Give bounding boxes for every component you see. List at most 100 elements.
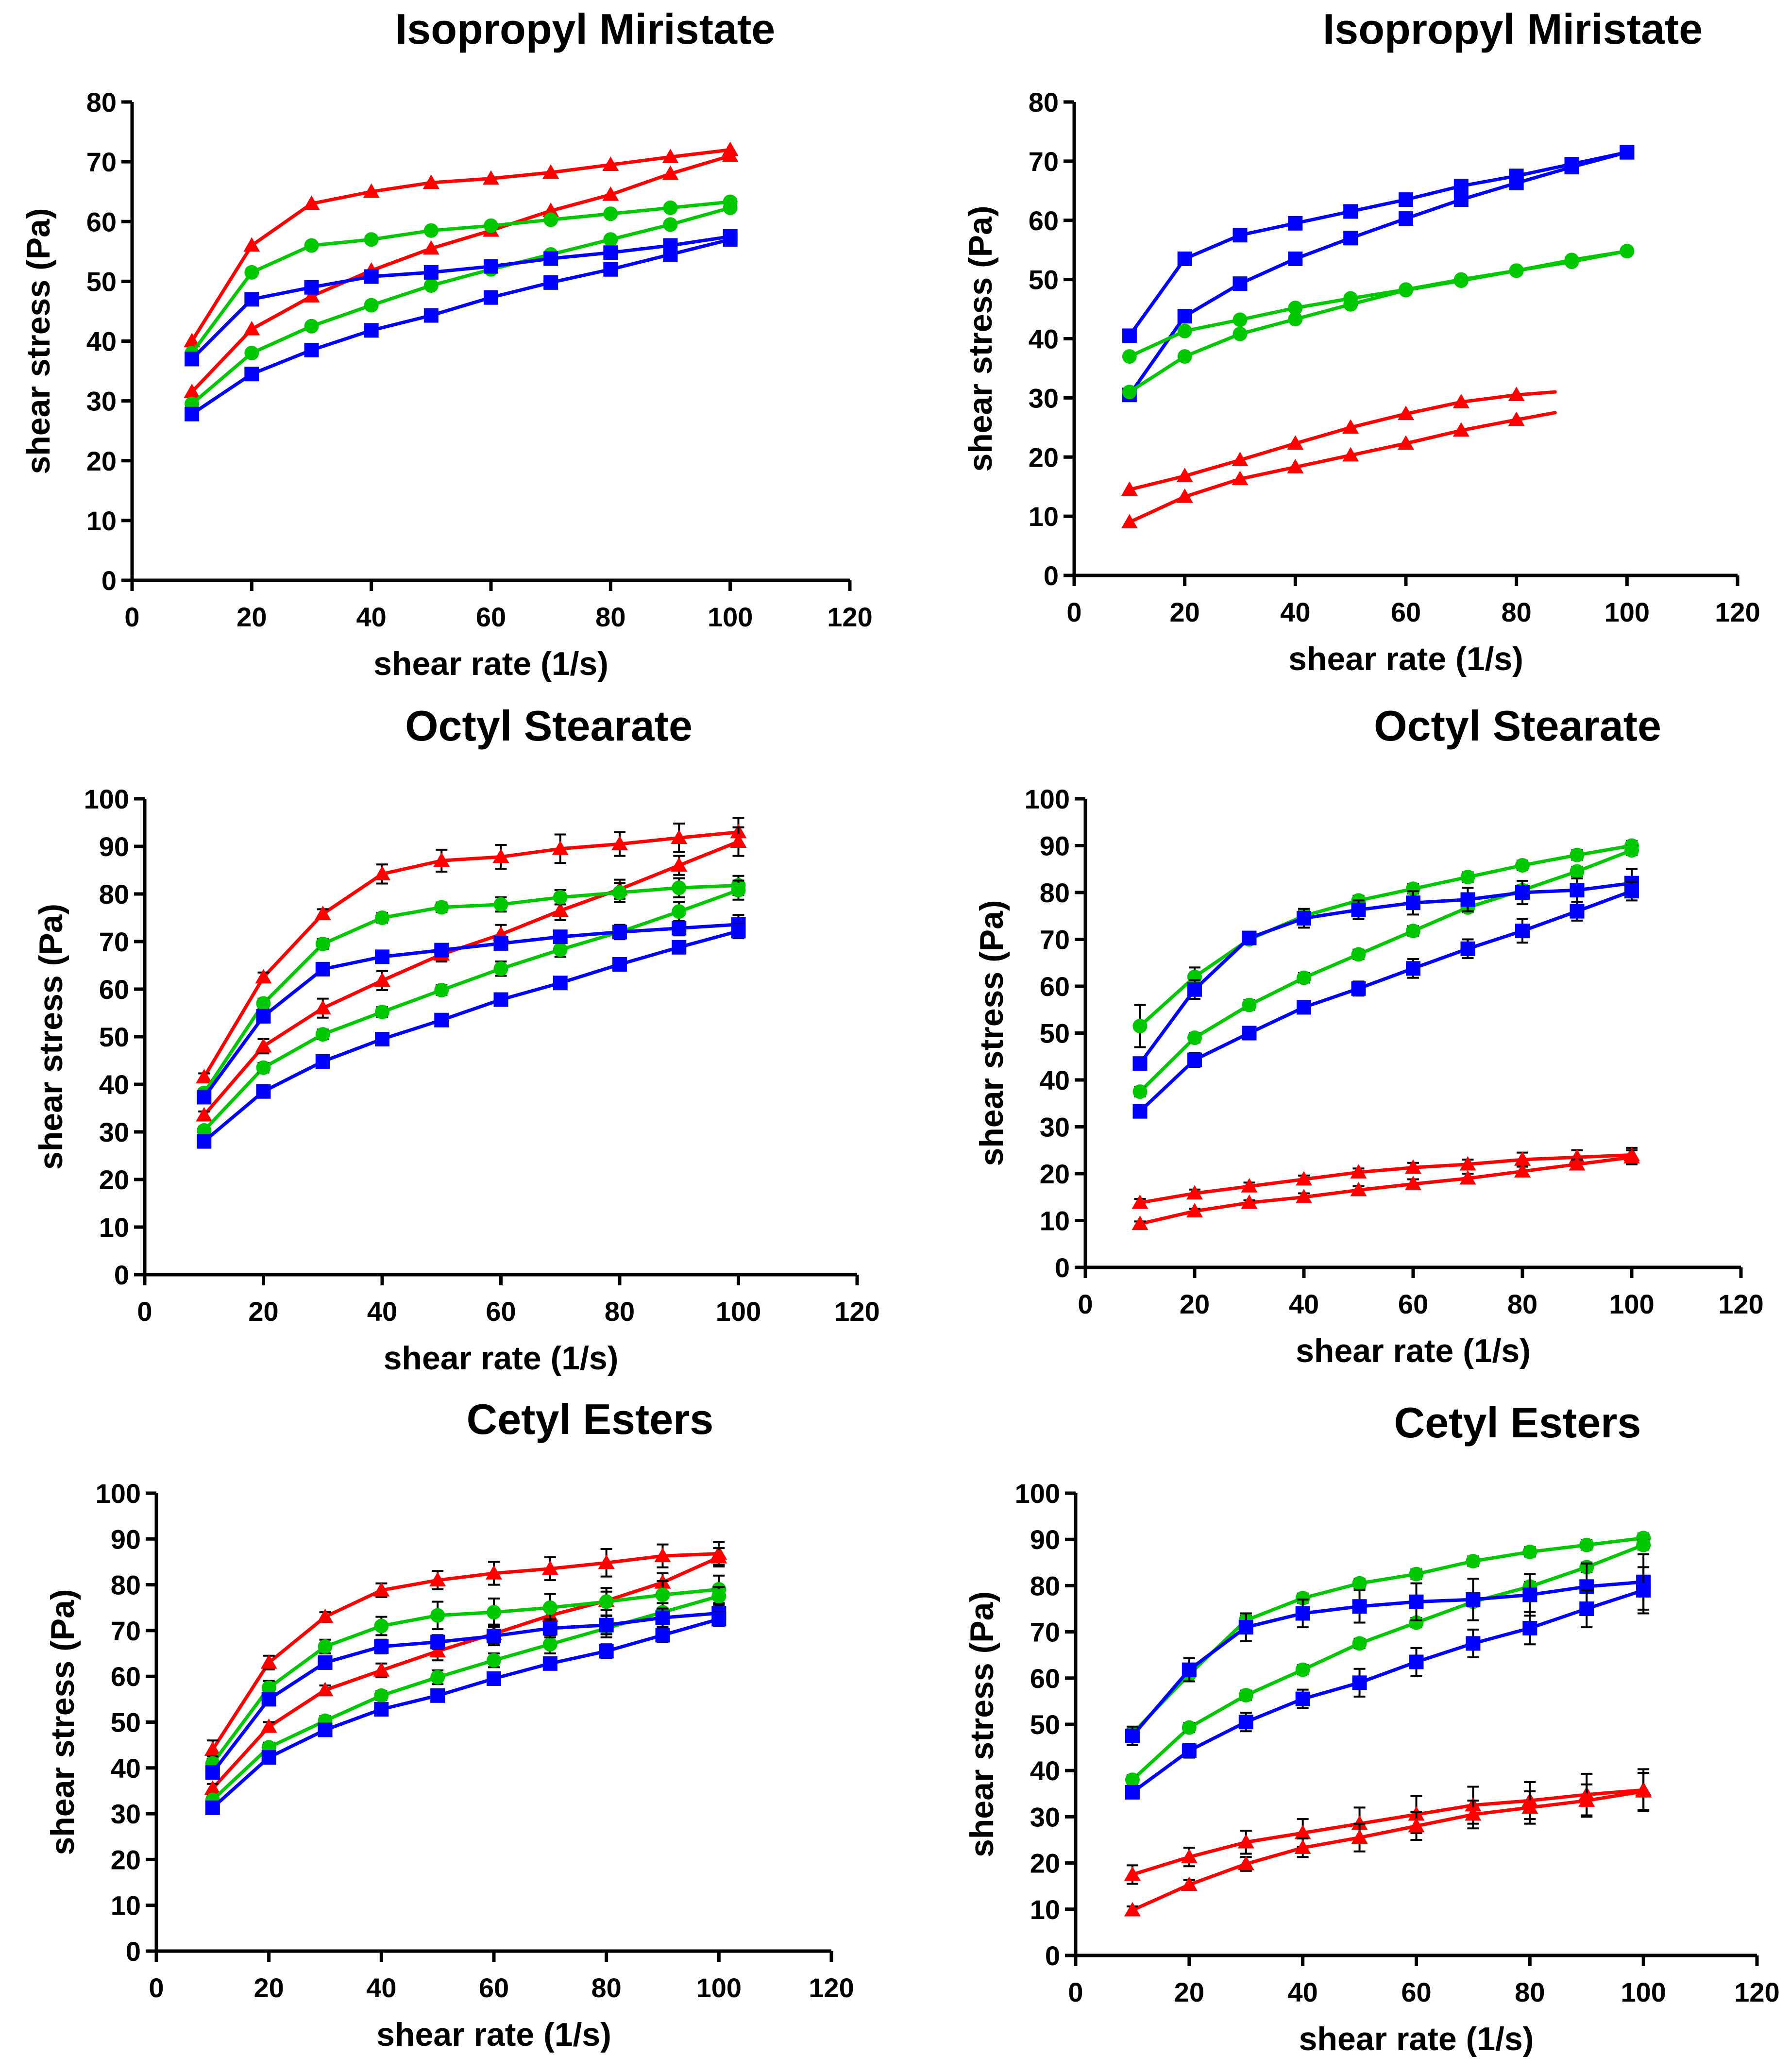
y-tick-label: 50 (111, 1707, 141, 1738)
triangle-marker (1186, 1185, 1203, 1200)
x-tick-label: 0 (1066, 597, 1081, 627)
square-marker (484, 259, 498, 274)
square-marker (261, 1692, 276, 1707)
square-marker (304, 342, 319, 357)
square-marker (1233, 228, 1248, 243)
x-tick-label: 100 (1604, 597, 1650, 627)
series-red-triangle (1124, 1771, 1652, 1917)
series-line (1131, 1789, 1645, 1912)
y-tick-label: 60 (99, 974, 129, 1005)
square-marker (430, 1688, 445, 1703)
y-tick-label: 90 (99, 831, 129, 862)
square-marker (1297, 911, 1311, 926)
triangle-marker (483, 170, 499, 185)
circle-marker (244, 346, 259, 361)
triangle-marker (196, 1107, 213, 1122)
y-tick-label: 40 (111, 1753, 141, 1784)
square-marker (374, 1639, 389, 1654)
y-tick-label: 30 (111, 1799, 141, 1829)
y-tick-label: 70 (111, 1616, 141, 1646)
series-line (202, 830, 740, 1079)
square-marker (244, 292, 259, 307)
square-marker (374, 1702, 389, 1717)
series-green-circle (197, 875, 746, 1100)
circle-marker (244, 265, 259, 280)
triangle-marker (1181, 1876, 1198, 1891)
x-axis-title: shear rate (1/s) (373, 645, 608, 682)
circle-marker (315, 936, 330, 951)
y-tick-label: 80 (111, 1570, 141, 1600)
x-axis-title: shear rate (1/s) (384, 1340, 619, 1377)
circle-marker (1182, 1720, 1197, 1735)
square-marker (256, 1084, 271, 1099)
triangle-marker (1176, 468, 1193, 482)
triangle-marker (1124, 1902, 1141, 1917)
x-tick-label: 60 (1398, 1289, 1428, 1319)
circle-marker (1122, 385, 1137, 400)
y-tick-label: 70 (1040, 925, 1070, 955)
triangle-marker (611, 836, 628, 850)
y-tick-label: 90 (111, 1524, 141, 1554)
square-marker (1509, 175, 1524, 190)
triangle-marker (373, 1582, 390, 1597)
circle-marker (1295, 1591, 1310, 1606)
series-line (211, 1555, 721, 1790)
square-marker (430, 1634, 445, 1650)
series-blue-square (1125, 1566, 1651, 1800)
circle-marker (434, 982, 449, 997)
y-tick-label: 20 (86, 446, 117, 476)
y-tick-label: 80 (1040, 877, 1070, 908)
series-green-circle (185, 200, 738, 411)
square-marker (1399, 211, 1413, 226)
circle-marker (1570, 864, 1585, 879)
triangle-marker (374, 865, 390, 880)
y-tick-label: 10 (1040, 1206, 1070, 1236)
square-marker (599, 1617, 614, 1633)
series-line (190, 237, 732, 416)
square-marker (304, 280, 319, 295)
square-marker (1515, 885, 1530, 900)
y-tick-label: 50 (1029, 265, 1059, 295)
triangle-marker (303, 195, 320, 210)
square-marker (603, 262, 618, 277)
x-tick-label: 100 (1621, 1977, 1666, 2007)
chart-panel-4: Octyl Stearate 0 10 20 30 40 50 60 70 80 90 100 0 20 4… (973, 702, 1764, 1369)
triangle-marker (542, 202, 559, 217)
square-marker (244, 367, 259, 382)
square-marker (1238, 1620, 1253, 1635)
circle-marker (1564, 254, 1579, 270)
x-tick-label: 120 (1718, 1289, 1763, 1319)
chart-panel-1: Isopropyl Miristate 0 10 20 30 40 50 60 70 80 0 20 4… (20, 5, 873, 682)
square-marker (1122, 328, 1137, 343)
circle-marker (1288, 312, 1303, 327)
circle-marker (430, 1608, 445, 1623)
square-marker (1522, 1620, 1537, 1635)
square-marker (1409, 1594, 1424, 1609)
circle-marker (1570, 847, 1585, 862)
series-line (1131, 1788, 1645, 1876)
triangle-marker (1398, 435, 1414, 450)
y-tick-label: 100 (1015, 1478, 1060, 1509)
triangle-marker (1578, 1792, 1595, 1807)
y-axis-title: shear stress (Pa) (973, 900, 1010, 1166)
circle-marker (364, 232, 379, 247)
y-tick-label: 0 (101, 565, 117, 596)
square-marker (543, 251, 558, 266)
series-line (190, 148, 732, 343)
y-axis-title: shear stress (Pa) (963, 1591, 1000, 1857)
y-tick-label: 80 (1030, 1570, 1060, 1601)
triangle-marker (1294, 1839, 1311, 1854)
circle-marker (487, 1653, 501, 1668)
square-marker (1242, 1026, 1257, 1041)
square-marker (1460, 892, 1475, 907)
square-marker (1288, 216, 1303, 231)
triangle-marker (654, 1548, 671, 1562)
series-green-circle (1122, 244, 1635, 400)
triangle-marker (552, 902, 569, 917)
triangle-marker (1241, 1194, 1258, 1209)
x-tick-label: 120 (834, 1296, 879, 1327)
circle-marker (603, 206, 618, 221)
square-marker (542, 1621, 557, 1636)
circle-marker (493, 961, 508, 976)
square-marker (1132, 1104, 1148, 1119)
